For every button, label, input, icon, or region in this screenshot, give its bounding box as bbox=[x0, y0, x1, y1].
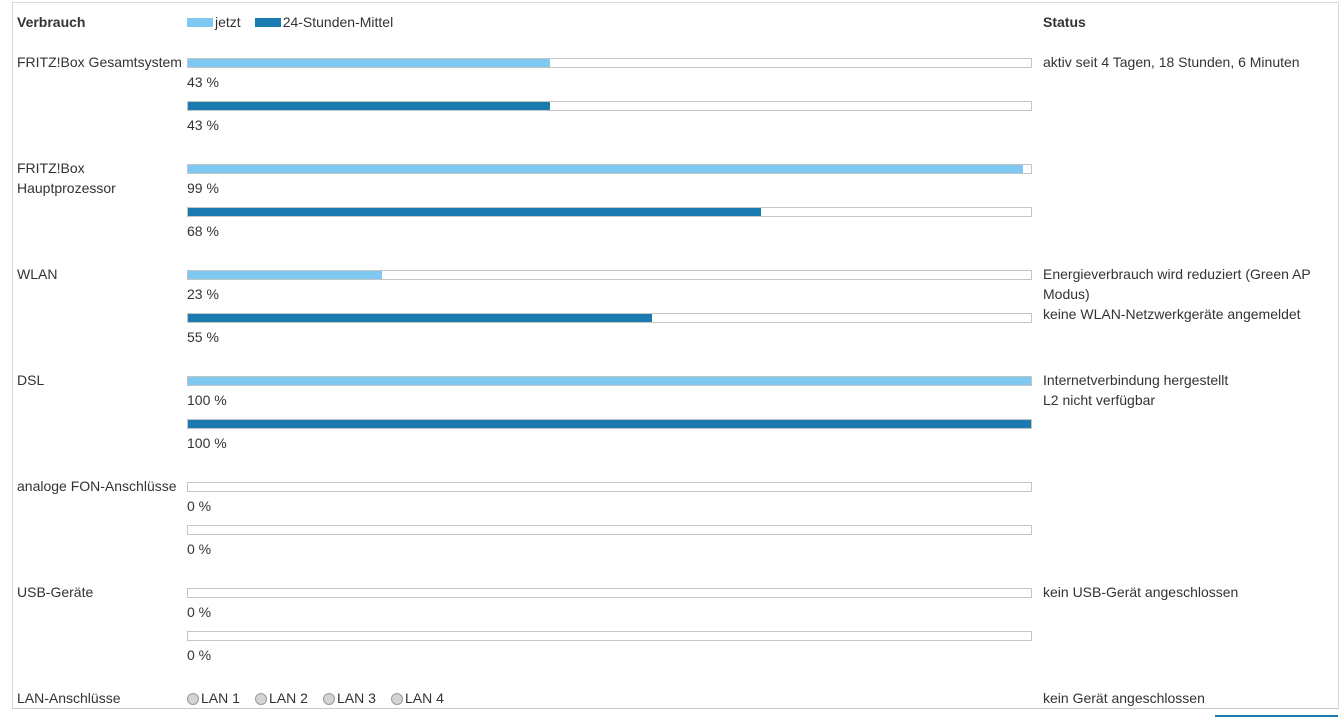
row-label: WLAN bbox=[17, 266, 58, 282]
port-label: LAN 2 bbox=[269, 690, 308, 706]
bar bbox=[188, 271, 382, 279]
row-label: FRITZ!Box Gesamtsystem bbox=[17, 54, 182, 70]
bar-value-label: 68 % bbox=[187, 223, 219, 239]
bar-track bbox=[187, 313, 1032, 323]
column-header: Verbrauch bbox=[17, 14, 86, 30]
bar bbox=[188, 102, 551, 110]
bar-track bbox=[187, 164, 1032, 174]
legend-swatch bbox=[254, 18, 281, 27]
bar-track bbox=[187, 631, 1032, 641]
legend-swatch bbox=[187, 18, 213, 27]
bar-track bbox=[187, 482, 1032, 492]
status-text: aktiv seit 4 Tagen, 18 Stunden, 6 Minute… bbox=[1043, 54, 1300, 70]
port-label: LAN 3 bbox=[337, 690, 376, 706]
bar-value-label: 55 % bbox=[187, 329, 219, 345]
bar-value-label: 43 % bbox=[187, 74, 219, 90]
port-indicator bbox=[255, 693, 267, 705]
bar-track bbox=[187, 58, 1032, 68]
status-text: kein USB-Gerät angeschlossen bbox=[1043, 584, 1239, 600]
tab-indicator bbox=[1215, 715, 1338, 717]
legend-label: 24-Stunden-Mittel bbox=[282, 14, 394, 30]
status-text: L2 nicht verfügbar bbox=[1043, 392, 1156, 408]
status-text: kein Gerät angeschlossen bbox=[1043, 690, 1205, 706]
bar-value-label: 100 % bbox=[187, 392, 227, 408]
row-label: LAN-Anschlüsse bbox=[17, 690, 121, 706]
column-header: Status bbox=[1043, 14, 1086, 30]
panel bbox=[12, 2, 1339, 709]
bar-value-label: 0 % bbox=[187, 647, 212, 663]
legend-label: jetzt bbox=[215, 14, 241, 30]
bar-value-label: 0 % bbox=[187, 604, 212, 620]
row-label: DSL bbox=[17, 372, 45, 388]
bar-value-label: 23 % bbox=[187, 286, 219, 302]
port-label: LAN 4 bbox=[405, 690, 444, 706]
bar bbox=[188, 314, 652, 322]
bar bbox=[188, 420, 1031, 428]
bar bbox=[188, 59, 551, 67]
port-label: LAN 1 bbox=[201, 690, 240, 706]
bar-track bbox=[187, 419, 1032, 429]
row-label: USB-Geräte bbox=[17, 584, 94, 600]
bar bbox=[188, 377, 1031, 385]
port-indicator bbox=[391, 693, 403, 705]
bar-value-label: 43 % bbox=[187, 117, 219, 133]
port-indicator bbox=[187, 693, 199, 705]
row-label: FRITZ!Box Hauptprozessor bbox=[17, 160, 116, 196]
bar-track bbox=[187, 376, 1032, 386]
bar-value-label: 99 % bbox=[187, 180, 219, 196]
status-text: keine WLAN-Netzwerkgeräte angemeldet bbox=[1043, 306, 1301, 322]
bar-track bbox=[187, 525, 1032, 535]
bar-track bbox=[187, 270, 1032, 280]
bar-track bbox=[187, 207, 1032, 217]
bar bbox=[188, 208, 762, 216]
bar-track bbox=[187, 101, 1032, 111]
status-text: Internetverbindung hergestellt bbox=[1043, 372, 1229, 388]
row-label: analoge FON-Anschlüsse bbox=[17, 478, 177, 494]
bar-value-label: 0 % bbox=[187, 541, 212, 557]
bar bbox=[188, 165, 1023, 173]
bar-track bbox=[187, 588, 1032, 598]
status-text: Energieverbrauch wird reduziert (Green A… bbox=[1043, 266, 1311, 302]
bar-value-label: 0 % bbox=[187, 498, 212, 514]
port-indicator bbox=[323, 693, 335, 705]
bar-value-label: 100 % bbox=[187, 435, 227, 451]
